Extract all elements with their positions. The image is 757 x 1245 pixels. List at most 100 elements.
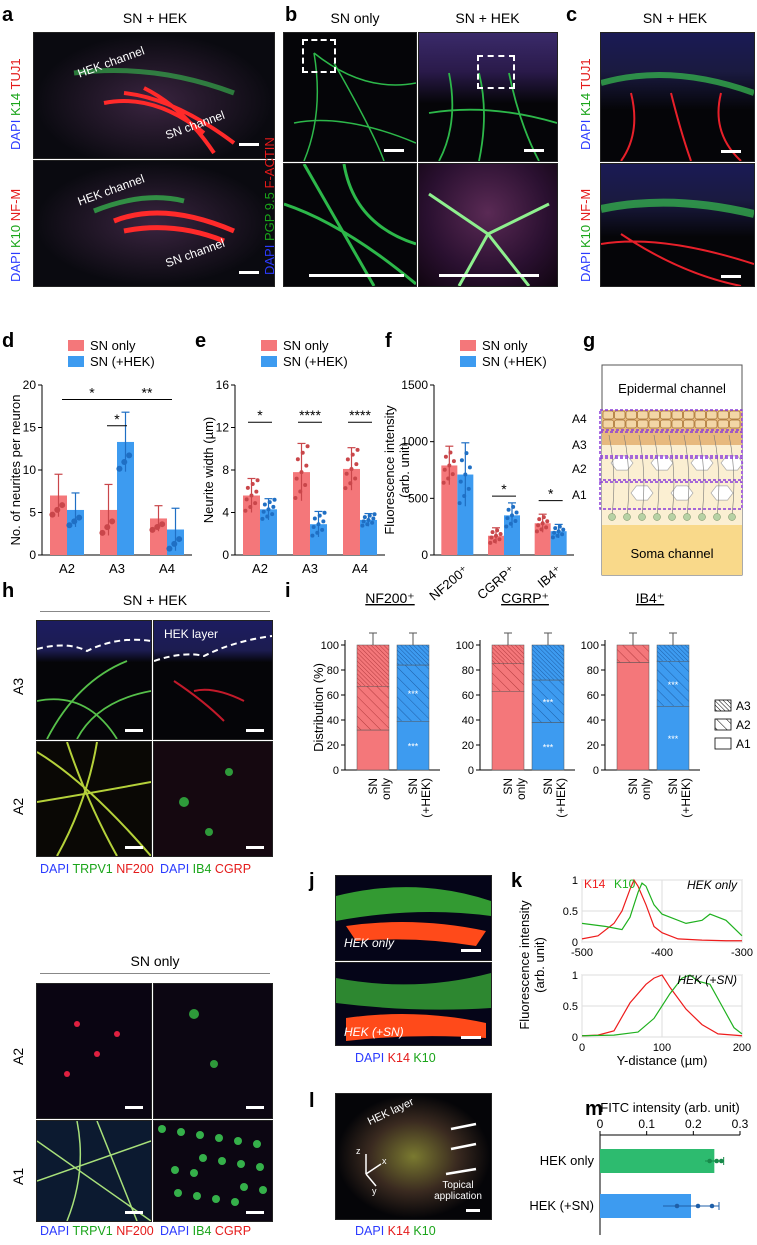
data-point xyxy=(176,536,183,543)
neurite-overlay xyxy=(73,68,236,155)
data-point xyxy=(149,526,156,533)
data-point xyxy=(719,1158,724,1164)
ib4-cell xyxy=(256,1163,264,1171)
series-line xyxy=(581,882,743,937)
legend-swatch xyxy=(460,340,476,351)
x-tick-label: A4 xyxy=(159,561,175,576)
subplot-title: HEK only xyxy=(687,878,738,892)
data-point xyxy=(441,480,446,485)
data-point xyxy=(365,522,370,527)
x-tick-label: A3 xyxy=(109,561,125,576)
zoom-box xyxy=(302,39,336,73)
keratinocyte xyxy=(648,419,660,429)
soma-channel-fill xyxy=(602,525,742,575)
y-tick-label: 0.5 xyxy=(563,906,578,918)
stack-segment xyxy=(616,662,650,771)
y-tick-label: 0 xyxy=(572,937,578,949)
data-point xyxy=(159,521,166,528)
data-point xyxy=(537,517,542,522)
significance-stars: ** xyxy=(142,384,153,400)
soma xyxy=(683,513,691,521)
legend-swatch xyxy=(68,340,84,351)
data-point xyxy=(709,1203,715,1209)
h-cap-right-top: DAPI IB4 CGRP xyxy=(160,862,252,876)
data-point xyxy=(59,502,66,509)
scale-bar xyxy=(246,1211,264,1214)
legend-swatch xyxy=(460,356,476,367)
ib4-cell xyxy=(212,1195,220,1203)
stack-hatch xyxy=(397,645,429,665)
l-stain-caption: DAPI K14 K10 xyxy=(355,1224,436,1238)
data-point xyxy=(315,530,320,535)
panel-a-top-image: HEK channel SN channel xyxy=(33,32,275,159)
significance-stars: *** xyxy=(668,680,679,690)
data-point xyxy=(463,472,468,477)
ib4-cell xyxy=(177,1128,185,1136)
legend-swatch xyxy=(261,356,277,367)
data-point xyxy=(371,516,376,521)
j-stain-caption: DAPI K14 K10 xyxy=(355,1051,436,1065)
data-point xyxy=(492,539,497,544)
data-point xyxy=(298,489,303,494)
keratinocyte xyxy=(660,419,672,429)
ib4-cell xyxy=(174,1189,182,1197)
legend-label: SN only xyxy=(482,338,528,353)
chart-m: FITC intensity (arb. unit) 0 0.1 0.2 0.3 HEK … xyxy=(529,1100,749,1235)
h-a2-right xyxy=(153,741,273,857)
data-point xyxy=(250,482,255,487)
data-point xyxy=(498,531,503,536)
x-tick-label: A3 xyxy=(302,561,318,576)
data-point xyxy=(355,447,360,452)
scale-bar xyxy=(125,729,143,732)
subplot-title: HEK (+SN) xyxy=(677,973,737,987)
panel-label-b: b xyxy=(285,4,298,26)
soma xyxy=(728,513,736,521)
h-cap-left-bottom: DAPI TRPV1 NF200 xyxy=(40,1224,154,1238)
data-point xyxy=(171,540,178,547)
y-tick-label: 100 xyxy=(456,640,474,652)
x-axis-label: Y-distance (µm) xyxy=(617,1053,708,1068)
legend-label: A3 xyxy=(736,699,751,713)
ib4-cell xyxy=(190,1169,198,1177)
bar xyxy=(67,509,84,555)
data-point xyxy=(448,450,453,455)
data-point xyxy=(266,507,271,512)
pillar xyxy=(630,485,654,501)
data-point xyxy=(459,458,464,463)
panel-b-stain: DAPI PGP 9.5 F-ACTIN xyxy=(262,137,277,275)
panel-label-e: e xyxy=(195,330,207,352)
bar xyxy=(600,1149,715,1173)
neurite xyxy=(683,434,690,516)
chart-f: 0 500 1000 1500 Fluorescence intensity(arb. … xyxy=(382,338,574,603)
soma xyxy=(638,513,646,521)
neurite-overlay xyxy=(336,973,491,1041)
h-cap-right-bottom: DAPI IB4 CGRP xyxy=(160,1224,252,1238)
data-point xyxy=(154,524,161,531)
h-a2-left xyxy=(36,741,152,857)
neurite-overlay xyxy=(284,164,416,286)
legend-hatch xyxy=(715,719,731,730)
keratinocyte xyxy=(614,410,626,420)
pillar xyxy=(670,485,694,501)
keratinocyte xyxy=(671,419,683,429)
panel-label-h: h xyxy=(2,580,15,602)
data-point xyxy=(310,533,315,538)
data-point xyxy=(366,517,371,522)
scale-bar xyxy=(309,274,404,277)
keratinocyte xyxy=(625,410,637,420)
panel-label-l: l xyxy=(309,1090,315,1112)
y-tick-label: 4 xyxy=(222,506,229,520)
data-point xyxy=(539,527,544,532)
panel-b-img-1 xyxy=(283,32,417,162)
significance-stars: **** xyxy=(299,407,321,423)
data-point xyxy=(244,497,249,502)
keratinocyte xyxy=(637,410,649,420)
data-point xyxy=(99,529,106,536)
h-sn-a2-right xyxy=(153,983,273,1119)
x-tick-label: -400 xyxy=(651,947,673,959)
x-tick-label: -500 xyxy=(571,947,593,959)
data-point xyxy=(511,504,516,509)
soma xyxy=(713,513,721,521)
x-tick-label: 0 xyxy=(597,1117,604,1131)
scale-bar xyxy=(721,275,741,278)
